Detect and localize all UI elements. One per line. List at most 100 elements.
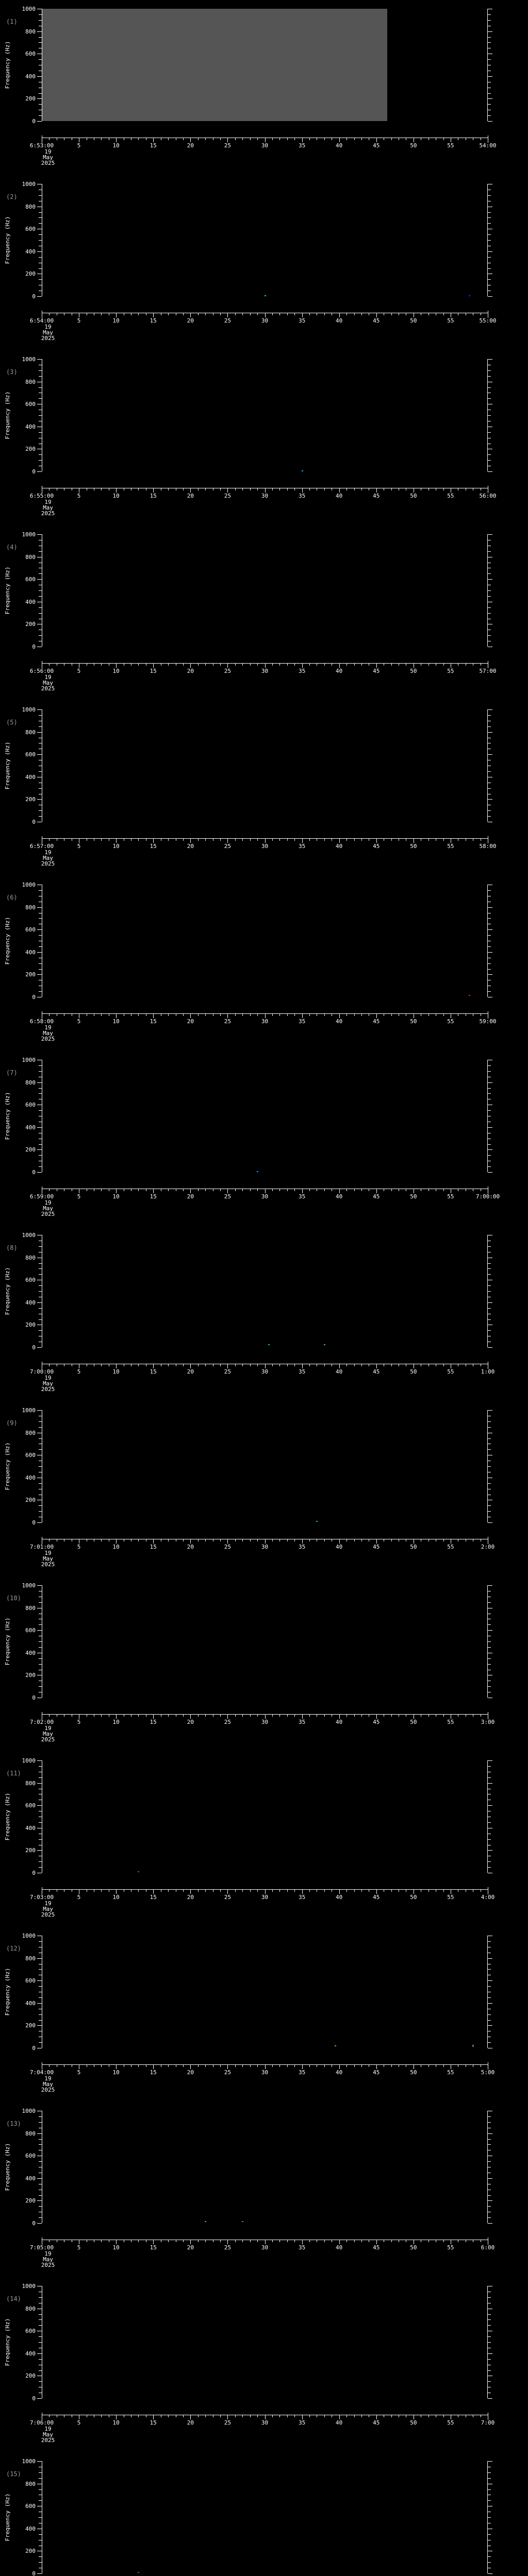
y-tick <box>39 788 42 789</box>
x-tick-label: 15 <box>150 142 157 149</box>
x-tick-label: 25 <box>224 1193 232 1200</box>
x-tick <box>220 138 221 140</box>
x-tick <box>324 2415 325 2417</box>
x-start-label: 6:56:00 <box>29 668 54 674</box>
y-tick <box>488 1641 491 1642</box>
x-tick <box>116 2064 117 2069</box>
x-tick <box>339 1539 340 1544</box>
y-tick <box>39 240 42 241</box>
x-tick <box>190 2415 191 2419</box>
x-tick-label: 10 <box>112 2244 120 2251</box>
x-tick <box>391 2240 392 2242</box>
x-tick <box>116 2240 117 2244</box>
y-tick <box>39 1268 42 1269</box>
x-tick-label: 35 <box>298 843 306 850</box>
x-axis-date-line: 2025 <box>41 510 55 517</box>
x-tick <box>354 2415 355 2417</box>
x-tick-label: 55 <box>447 1193 454 1200</box>
x-axis-date-line: May <box>43 855 53 861</box>
x-tick <box>324 1889 325 1892</box>
x-tick <box>168 1189 169 1191</box>
x-tick <box>183 1189 184 1191</box>
x-tick <box>250 2064 251 2067</box>
x-tick-label: 10 <box>112 317 120 324</box>
y-tick <box>488 1980 492 1981</box>
y-tick <box>39 2381 42 2382</box>
panel-number: (6) <box>6 894 18 901</box>
y-tick <box>488 14 491 15</box>
y-tick <box>39 1285 42 1286</box>
x-tick <box>309 2415 310 2417</box>
x-tick <box>101 1364 102 1366</box>
y-tick-label: 400 <box>25 1824 36 1832</box>
y-tick <box>488 1449 491 1450</box>
y-tick <box>488 1466 491 1467</box>
detection-mark <box>468 295 470 297</box>
y-tick <box>39 963 42 964</box>
x-tick <box>49 1889 50 1892</box>
x-tick <box>294 138 295 140</box>
y-tick <box>488 2517 491 2518</box>
x-tick <box>116 1189 117 1193</box>
x-tick <box>250 1889 251 1892</box>
x-tick <box>294 838 295 841</box>
x-tick-label: 45 <box>373 142 380 149</box>
x-tick <box>190 1714 191 1719</box>
y-tick <box>37 31 42 32</box>
panel-number: (3) <box>6 368 18 376</box>
x-tick-label: 5 <box>77 1894 81 1901</box>
x-tick <box>168 2064 169 2067</box>
x-tick <box>279 663 280 666</box>
x-tick <box>197 488 199 490</box>
x-tick <box>257 488 258 490</box>
detection-mark <box>472 2046 474 2047</box>
x-tick-label: 40 <box>336 1894 343 1901</box>
x-tick <box>279 488 280 490</box>
x-tick <box>443 488 444 490</box>
x-tick <box>138 2240 139 2242</box>
y-tick <box>39 1427 42 1428</box>
x-tick <box>302 313 303 317</box>
x-tick <box>153 1889 154 1894</box>
x-tick <box>242 838 243 841</box>
x-tick <box>294 488 295 490</box>
y-tick <box>488 2020 491 2021</box>
x-tick <box>227 838 228 843</box>
x-tick <box>220 1364 221 1366</box>
x-tick <box>339 1189 340 1193</box>
y-tick <box>488 1088 491 1089</box>
y-axis-title: Frequency (Hz) <box>4 917 11 965</box>
y-tick-label: 600 <box>25 926 36 934</box>
panel-number: (8) <box>6 1244 18 1251</box>
y-tick-label: 400 <box>25 1474 36 1481</box>
x-end-label: 3:00 <box>481 1719 495 1725</box>
y-tick <box>37 1805 42 1806</box>
y-tick <box>488 257 491 258</box>
spectrogram-panel: (7) 0 200 400 600 800 1000 Frequency (Hz) 6:59:0… <box>0 1054 528 1229</box>
x-tick <box>376 2064 377 2069</box>
x-tick <box>324 1189 325 1191</box>
y-tick <box>488 2314 491 2315</box>
y-tick <box>488 1760 492 1761</box>
panel-number: (11) <box>6 1770 21 1777</box>
y-tick <box>39 104 42 105</box>
x-axis-date-line: 19 <box>44 1550 52 1556</box>
x-tick <box>168 1364 169 1366</box>
panel-number: (5) <box>6 719 18 726</box>
x-tick <box>205 1714 206 1717</box>
x-tick <box>294 1714 295 1717</box>
x-tick <box>227 1539 228 1544</box>
y-tick <box>488 2472 491 2473</box>
x-tick <box>354 2240 355 2242</box>
x-tick <box>250 2415 251 2417</box>
x-tick <box>302 1013 303 1018</box>
x-tick <box>354 838 355 841</box>
x-tick-label: 20 <box>187 1719 194 1725</box>
x-tick <box>138 1714 139 1717</box>
y-tick <box>39 1466 42 1467</box>
x-tick-label: 45 <box>373 668 380 674</box>
x-tick <box>227 488 228 493</box>
x-tick <box>250 1189 251 1191</box>
x-end-label: 59:00 <box>479 1018 497 1025</box>
y-tick-label: 1000 <box>22 2283 36 2290</box>
